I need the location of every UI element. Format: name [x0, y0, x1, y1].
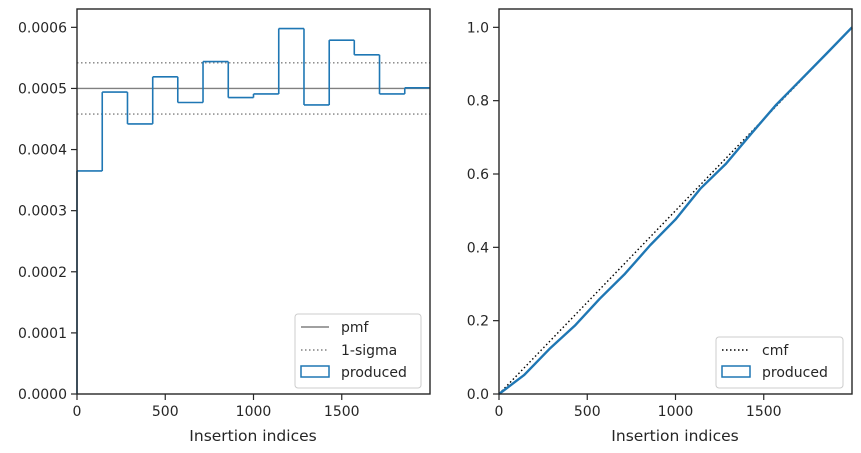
histogram-legend: pmf 1-sigma produced [294, 313, 422, 389]
cumulative-x-axis-label: Insertion indices [611, 427, 738, 445]
histogram-y-tick-label-2: 0.0002 [18, 265, 67, 281]
legend-cumulative-produced-swatch [721, 365, 751, 378]
histogram-panel: 0 500 1000 1500 0.0000 0.0001 0.0002 0.0003 0.00… [18, 8, 431, 420]
cumulative-x-tick-label-3: 1500 [746, 404, 782, 420]
cumulative-x-tick-label-2: 1000 [658, 404, 694, 420]
histogram-x-tick-label-3: 1500 [324, 404, 360, 420]
cumulative-y-tick-label-0: 0.0 [467, 387, 489, 403]
legend-cumulative-produced-label: produced [762, 365, 828, 381]
histogram-y-tick-label-3: 0.0003 [18, 204, 67, 220]
legend-produced-swatch [300, 365, 330, 378]
histogram-y-tick-label-6: 0.0006 [18, 20, 67, 36]
histogram-x-tick-label-0: 0 [73, 404, 82, 420]
histogram-y-tick-label-4: 0.0004 [18, 143, 67, 159]
cumulative-y-tick-label-1: 0.2 [467, 314, 489, 330]
legend-produced-label: produced [341, 365, 407, 381]
histogram-x-tick-label-2: 1000 [236, 404, 272, 420]
legend-1-sigma-label: 1-sigma [341, 343, 397, 359]
cumulative-legend: cmf produced [715, 336, 844, 389]
cumulative-frame [498, 8, 853, 395]
histogram-x-axis-label: Insertion indices [189, 427, 316, 445]
cumulative-y-tick-label-4: 0.8 [467, 94, 489, 110]
cumulative-legend-box [715, 336, 844, 389]
cumulative-y-tick-label-3: 0.6 [467, 167, 489, 183]
histogram-legend-box [294, 313, 422, 389]
cumulative-y-tick-label-2: 0.4 [467, 240, 489, 256]
histogram-y-tick-label-1: 0.0001 [18, 326, 67, 342]
cumulative-panel: 0 500 1000 1500 0.0 0.2 0.4 0.6 0.8 1.0 [467, 8, 853, 420]
histogram-frame [76, 8, 431, 395]
histogram-y-tick-label-0: 0.0000 [18, 387, 67, 403]
legend-pmf-label: pmf [341, 320, 370, 336]
histogram-y-tick-label-5: 0.0005 [18, 81, 67, 97]
cumulative-x-tick-label-1: 500 [574, 404, 601, 420]
cumulative-x-tick-label-0: 0 [495, 404, 504, 420]
produced-cumulative-line [498, 26, 853, 395]
cumulative-y-tick-label-5: 1.0 [467, 20, 489, 36]
histogram-x-tick-label-1: 500 [152, 404, 179, 420]
legend-cmf-label: cmf [762, 343, 789, 359]
